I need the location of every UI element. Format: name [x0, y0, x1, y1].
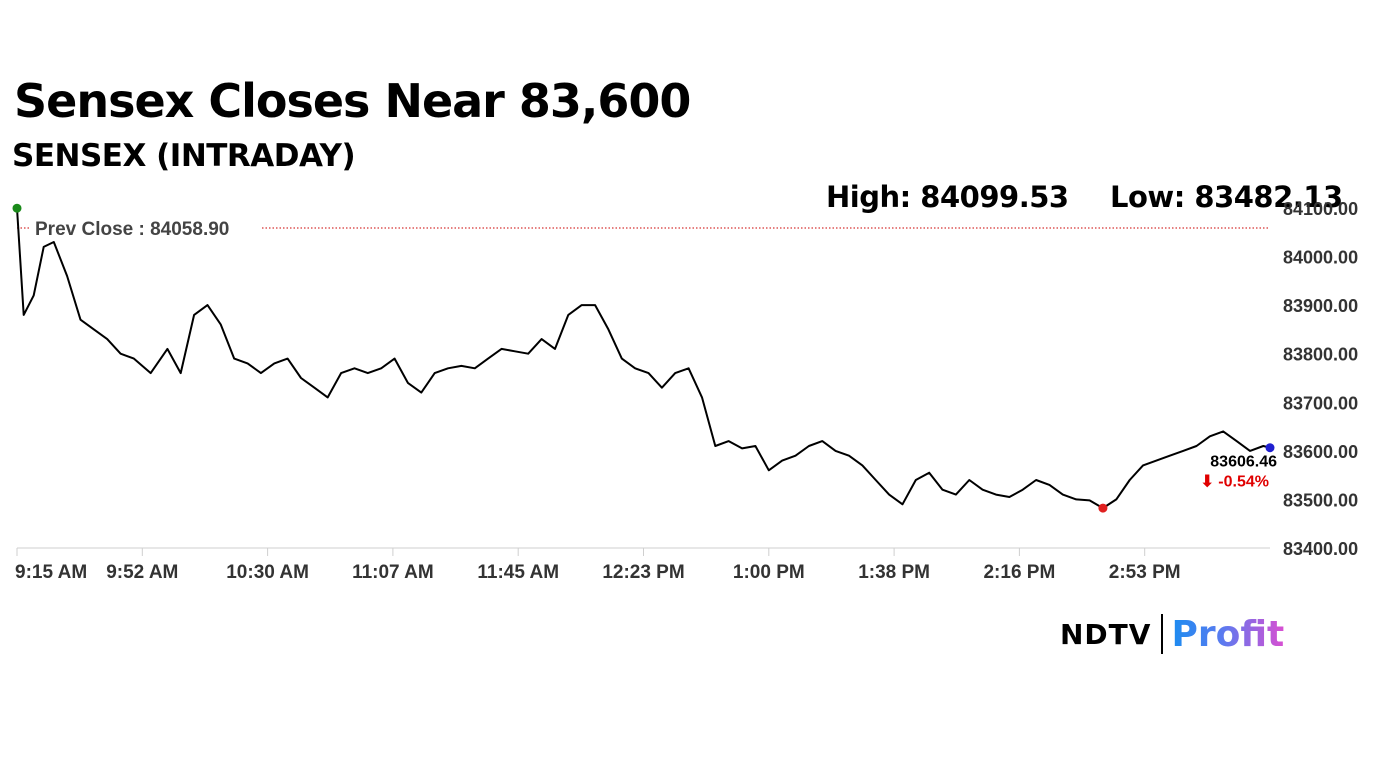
y-tick-label: 84000.00 [1283, 248, 1358, 268]
high-marker [12, 203, 22, 213]
x-tick-label: 12:23 PM [602, 562, 684, 583]
chart-subtitle: SENSEX (INTRADAY) [12, 138, 356, 174]
x-tick-label: 9:52 AM [106, 562, 178, 583]
ndtv-profit-logo: NDTV Profit [1060, 612, 1284, 656]
logo-divider [1161, 614, 1164, 654]
x-tick-label: 2:53 PM [1109, 562, 1181, 583]
x-tick-label: 10:30 AM [226, 562, 309, 583]
headline: Sensex Closes Near 83,600 [14, 74, 691, 128]
low-marker [1098, 503, 1108, 513]
last-change-label: ⬇ -0.54% [1200, 474, 1269, 491]
y-tick-label: 83600.00 [1283, 442, 1358, 462]
prev-close-label: Prev Close : 84058.90 [35, 219, 229, 240]
sensex-series-line [16, 208, 1271, 510]
x-tick-label: 11:45 AM [477, 562, 559, 583]
x-tick-label: 2:16 PM [983, 562, 1055, 583]
y-tick-label: 83700.00 [1283, 393, 1358, 413]
low-value: Low: 83482.13 [1110, 180, 1343, 214]
logo-ndtv-text: NDTV [1060, 617, 1152, 651]
last-value-label: 83606.46 [1210, 454, 1277, 471]
y-tick-label: 83900.00 [1283, 296, 1358, 316]
x-tick-label: 1:38 PM [858, 562, 930, 583]
y-tick-label: 84100.00 [1283, 199, 1358, 219]
last-marker [1265, 443, 1275, 453]
y-tick-label: 83800.00 [1283, 345, 1358, 365]
y-tick-label: 83400.00 [1283, 539, 1358, 559]
logo-profit-text: Profit [1171, 613, 1285, 655]
x-tick-label: 9:15 AM [15, 562, 87, 583]
y-tick-label: 83500.00 [1283, 490, 1358, 510]
high-value: High: 84099.53 [826, 180, 1069, 214]
x-tick-label: 11:07 AM [352, 562, 434, 583]
x-tick-label: 1:00 PM [733, 562, 805, 583]
